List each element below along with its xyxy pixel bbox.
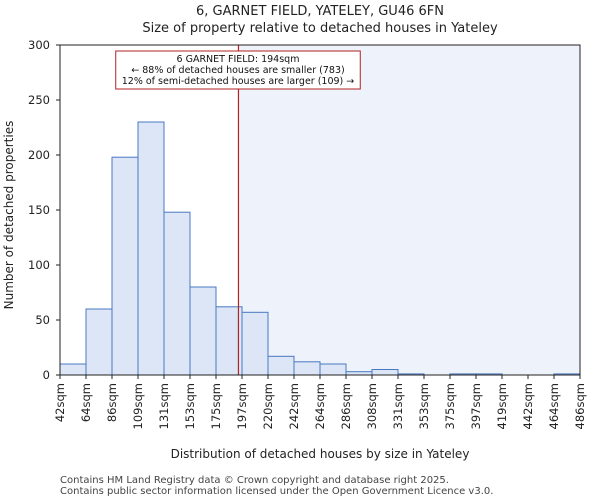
chart-title-line-2: Size of property relative to detached ho… (142, 21, 498, 36)
bar-86sqm (111, 156, 139, 376)
y-tick-label: 50 (35, 313, 50, 327)
x-tick-label: 286sqm (339, 383, 353, 429)
x-tick-label: 42sqm (53, 383, 67, 422)
bars (59, 121, 581, 376)
x-tick-label: 397sqm (469, 383, 483, 429)
x-tick-label: 464sqm (547, 383, 561, 429)
bar-175sqm (215, 306, 243, 376)
x-tick-label: 220sqm (261, 383, 275, 429)
y-tick-label: 150 (28, 203, 50, 217)
y-tick-label: 100 (28, 258, 50, 272)
bar-242sqm (293, 361, 321, 376)
bar-153sqm (189, 286, 217, 376)
bar-220sqm (267, 355, 295, 376)
x-tick-label: 419sqm (495, 383, 509, 429)
annotation-box (115, 50, 361, 90)
x-tick-label: 197sqm (235, 383, 249, 429)
bar-64sqm (85, 308, 113, 376)
x-axis-label: Distribution of detached houses by size … (171, 447, 470, 461)
x-tick-label: 64sqm (79, 383, 93, 422)
footer-line-1: Contains HM Land Registry data © Crown c… (60, 475, 449, 486)
annotation: 6 GARNET FIELD: 194sqm ← 88% of detached… (115, 50, 361, 90)
x-tick-label: 242sqm (287, 383, 301, 429)
y-tick-label: 250 (28, 93, 50, 107)
annotation-line-2: ← 88% of detached houses are smaller (78… (131, 65, 344, 76)
bar-42sqm (59, 363, 87, 376)
highlight-region (238, 45, 581, 375)
x-tick-label: 109sqm (131, 383, 145, 429)
bar-131sqm (163, 211, 191, 376)
bar-264sqm (319, 363, 347, 376)
x-tick-label: 442sqm (521, 383, 535, 429)
y-tick-label: 0 (43, 368, 50, 382)
x-ticks: 42sqm 64sqm 86sqm 109sqm 131sqm 153sqm 175sqm 1… (53, 375, 587, 429)
x-tick-label: 375sqm (443, 383, 457, 429)
y-axis-label: Number of detached properties (2, 121, 16, 310)
x-tick-label: 153sqm (183, 383, 197, 429)
y-tick-label: 200 (28, 148, 50, 162)
y-ticks: 0 50 100 150 200 250 300 (28, 38, 60, 382)
annotation-line-1: 6 GARNET FIELD: 194sqm (177, 54, 300, 65)
bar-109sqm (137, 121, 165, 376)
x-tick-label: 131sqm (157, 383, 171, 429)
x-tick-label: 353sqm (417, 383, 431, 429)
bar-308sqm (371, 369, 399, 376)
x-tick-label: 308sqm (365, 383, 379, 429)
x-tick-label: 86sqm (105, 383, 119, 422)
annotation-line-3: 12% of semi-detached houses are larger (… (122, 76, 355, 87)
x-tick-label: 486sqm (573, 383, 587, 429)
bar-197sqm (241, 311, 269, 376)
x-tick-label: 264sqm (313, 383, 327, 429)
footer-line-2: Contains public sector information licen… (60, 486, 493, 497)
y-tick-label: 300 (28, 38, 50, 52)
x-tick-label: 331sqm (391, 383, 405, 429)
chart-title-line-1: 6, GARNET FIELD, YATELEY, GU46 6FN (196, 4, 444, 19)
x-tick-label: 175sqm (209, 383, 223, 429)
